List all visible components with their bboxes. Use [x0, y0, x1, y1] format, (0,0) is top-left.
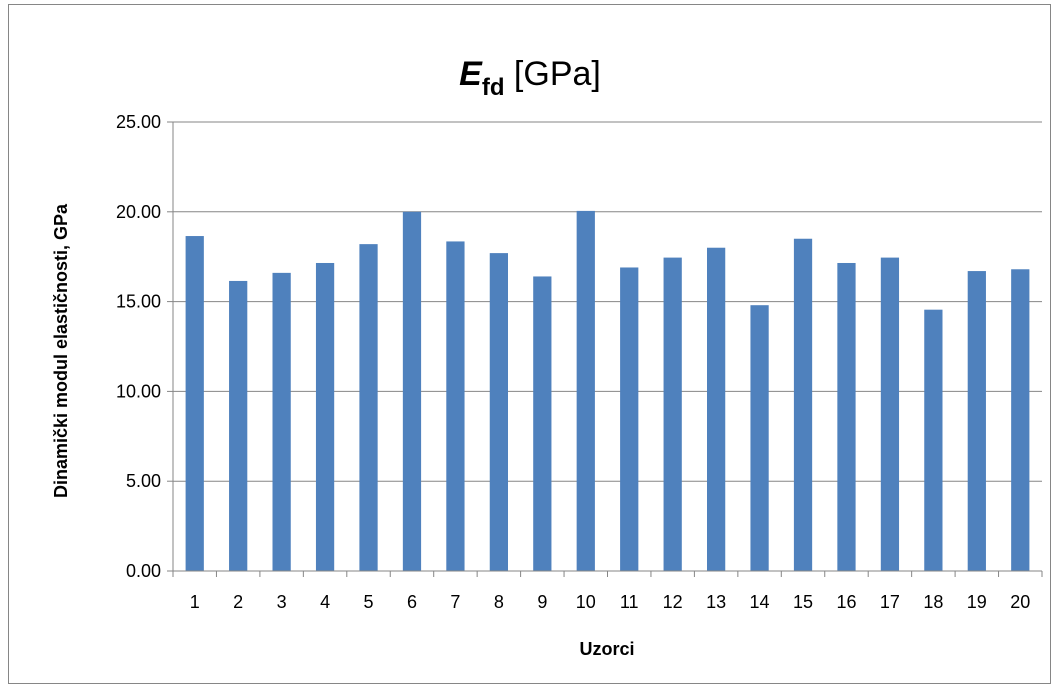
y-tick-label: 0.00 — [126, 561, 161, 581]
x-tick-label: 4 — [320, 592, 330, 612]
bar — [707, 247, 726, 571]
bar — [229, 280, 248, 571]
x-tick-label: 20 — [1010, 592, 1030, 612]
bar — [793, 238, 813, 572]
gridlines — [167, 121, 1042, 572]
x-tick-label: 2 — [233, 592, 243, 612]
bar — [837, 262, 856, 571]
x-tick-label: 3 — [277, 592, 287, 612]
x-tick-label: 6 — [407, 592, 417, 612]
y-tick-labels: 0.00 5.00 10.00 15.00 20.00 25.00 — [116, 112, 161, 581]
bar — [533, 276, 552, 571]
x-tick-label: 8 — [494, 592, 504, 612]
bar — [272, 272, 291, 571]
bar — [489, 253, 508, 571]
x-tick-label: 10 — [576, 592, 596, 612]
x-tick-label: 16 — [836, 592, 856, 612]
y-axis-title: Dinamički modul elastičnosti, GPa — [51, 203, 71, 498]
y-tick-label: 5.00 — [126, 471, 161, 491]
chart-title: Efd [GPa] — [459, 55, 601, 101]
x-tick-label: 1 — [190, 592, 200, 612]
bar — [402, 211, 422, 572]
bar — [1011, 269, 1030, 571]
y-tick-label: 20.00 — [116, 202, 161, 222]
x-tick-label: 15 — [793, 592, 813, 612]
x-tick-label: 11 — [620, 592, 639, 612]
x-tick-label: 17 — [880, 592, 900, 612]
x-tick-label: 5 — [364, 592, 374, 612]
x-tick-label: 18 — [923, 592, 943, 612]
y-tick-label: 25.00 — [116, 112, 161, 132]
x-tick-label: 14 — [750, 592, 770, 612]
x-tick-label: 9 — [537, 592, 547, 612]
bar — [446, 241, 465, 571]
bar — [750, 305, 769, 571]
bar — [924, 309, 943, 571]
bar — [620, 267, 639, 571]
x-tick-label: 12 — [663, 592, 683, 612]
bar — [315, 262, 335, 571]
y-tick-label: 10.00 — [116, 381, 161, 401]
bar — [967, 271, 986, 571]
bar — [359, 244, 378, 572]
x-tick-label: 13 — [706, 592, 726, 612]
y-tick-label: 15.00 — [116, 292, 161, 312]
axes — [172, 122, 1043, 577]
x-tick-labels: 1 2 3 4 5 6 7 8 9 10 11 12 13 14 15 16 17 18 19 20 — [190, 592, 1031, 612]
bar — [185, 236, 204, 571]
bar — [663, 257, 682, 571]
chart-frame: Efd [GPa] 0.00 5.00 10.00 15.00 20.00 25.00 1… — [8, 4, 1051, 684]
x-axis-title: Uzorci — [579, 639, 634, 659]
bar — [880, 257, 900, 571]
x-tick-label: 19 — [967, 592, 987, 612]
bar-chart: Efd [GPa] 0.00 5.00 10.00 15.00 20.00 25.00 1… — [51, 55, 1043, 659]
x-tick-label: 7 — [450, 592, 460, 612]
bars — [185, 210, 1030, 572]
bar — [576, 210, 595, 572]
